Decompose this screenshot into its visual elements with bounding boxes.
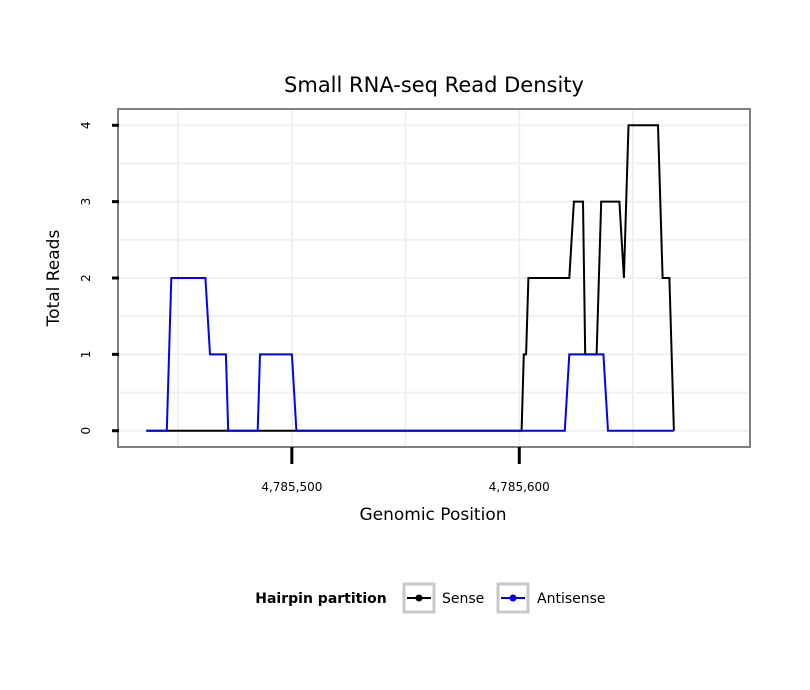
y-tick-label: 3: [79, 198, 93, 206]
y-axis: 0 1 2 3 4: [79, 121, 119, 435]
series-layer: [146, 124, 675, 432]
x-tick-label: 4,785,600: [489, 480, 550, 494]
y-tick-label: 4: [79, 121, 93, 129]
y-tick-label: 1: [79, 351, 93, 359]
x-axis-title: Genomic Position: [359, 505, 506, 525]
legend: Hairpin partition Sense Antisense: [255, 582, 606, 614]
legend-title: Hairpin partition: [255, 591, 386, 607]
chart-title: Small RNA-seq Read Density: [284, 73, 584, 97]
legend-key-point-antisense: [509, 594, 517, 602]
x-tick-label: 4,785,500: [261, 480, 322, 494]
grid: [119, 110, 749, 446]
y-tick-label: 0: [79, 427, 93, 435]
legend-label-antisense: Antisense: [537, 591, 606, 607]
legend-key-point-sense: [415, 594, 423, 602]
legend-label-sense: Sense: [442, 591, 484, 607]
series-line-antisense: [146, 277, 674, 432]
y-tick-label: 2: [79, 274, 93, 282]
x-axis: 4,785,500 4,785,600: [261, 447, 550, 494]
legend-entry-antisense[interactable]: Antisense: [496, 582, 606, 614]
y-axis-title: Total Reads: [44, 230, 64, 328]
legend-entry-sense[interactable]: Sense: [402, 582, 484, 614]
